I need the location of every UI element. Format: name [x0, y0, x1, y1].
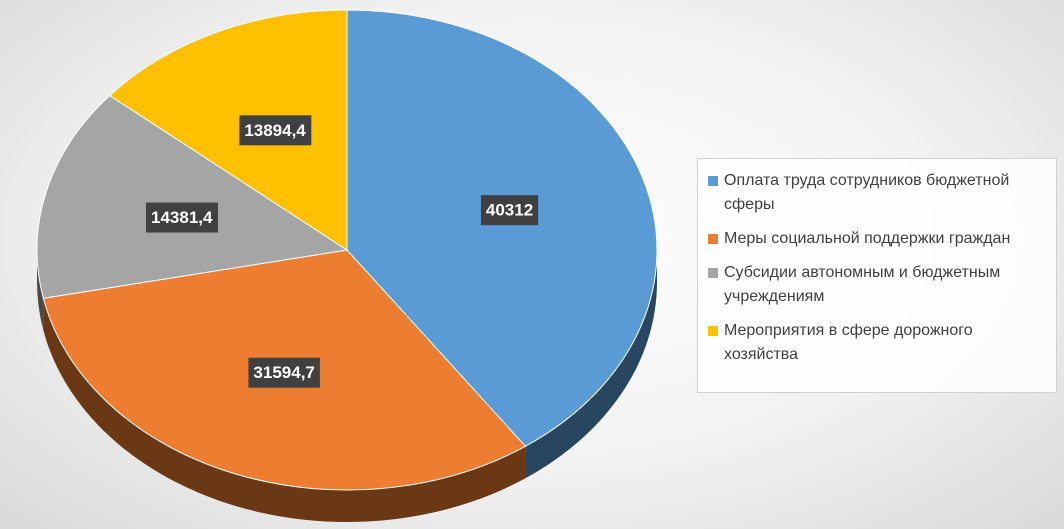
data-label-text: 31594,7	[253, 363, 314, 382]
legend-swatch	[708, 326, 718, 336]
slice	[346, 9, 658, 447]
data-label-box	[480, 195, 539, 226]
slice-side	[525, 250, 657, 479]
chart: 40312 31594,7 14381,4 13894,4	[36, 9, 658, 522]
data-label-text: 40312	[486, 201, 533, 220]
slice	[36, 94, 349, 299]
slice	[108, 9, 348, 251]
legend-text: Меры социальной поддержки граждан	[724, 230, 1011, 247]
data-label: 40312	[480, 195, 539, 226]
slice-side	[43, 298, 526, 522]
legend: Оплата труда сотрудников бюджетной сферы…	[697, 158, 1057, 393]
data-labels: 40312 31594,7 14381,4 13894,4	[146, 115, 539, 388]
slice-side	[37, 250, 44, 331]
data-label-box	[239, 115, 312, 146]
legend-swatch	[708, 268, 718, 278]
data-label: 14381,4	[146, 202, 219, 233]
data-label-box	[146, 202, 219, 233]
data-label: 13894,4	[239, 115, 312, 146]
legend-item: Меры социальной поддержки граждан	[708, 227, 1046, 251]
legend-swatch	[708, 234, 718, 244]
legend-text: Оплата труда сотрудников бюджетной сферы	[724, 172, 1010, 213]
data-label-text: 13894,4	[244, 121, 306, 140]
data-label-text: 14381,4	[151, 208, 213, 227]
pie-sides	[37, 250, 657, 522]
data-label: 31594,7	[248, 357, 320, 388]
legend-text: Субсидии автономным и бюджетным учрежден…	[724, 264, 1001, 305]
legend-item: Субсидии автономным и бюджетным учрежден…	[708, 261, 1046, 309]
data-label-box	[248, 357, 320, 388]
legend-item: Мероприятия в сфере дорожного хозяйства	[708, 319, 1046, 367]
legend-item: Оплата труда сотрудников бюджетной сферы	[708, 169, 1046, 217]
pie-tops	[36, 9, 658, 491]
legend-text: Мероприятия в сфере дорожного хозяйства	[724, 322, 973, 363]
legend-swatch	[708, 176, 718, 186]
